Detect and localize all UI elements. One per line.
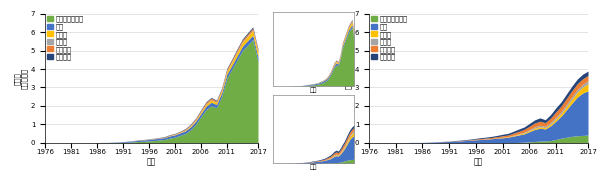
Y-axis label: 贸易量
（百万吩）: 贸易量 （百万吩） — [14, 68, 28, 89]
X-axis label: 进口: 进口 — [310, 87, 317, 93]
Legend: 中国大陆和香港, 欧盟, 东南亚, 北美洲, 亚洲其他, 其他地区: 中国大陆和香港, 欧盟, 东南亚, 北美洲, 亚洲其他, 其他地区 — [46, 15, 85, 61]
X-axis label: 进口: 进口 — [147, 158, 156, 167]
X-axis label: 出口: 出口 — [474, 158, 483, 167]
X-axis label: 出口: 出口 — [310, 165, 317, 170]
Y-axis label: 贸易量
（百万吩）: 贸易量 （百万吩） — [338, 68, 352, 89]
Legend: 中国大陆和香港, 欧盟, 东南亚, 北美洲, 亚洲其他, 其他地区: 中国大陆和香港, 欧盟, 东南亚, 北美洲, 亚洲其他, 其他地区 — [370, 15, 409, 61]
